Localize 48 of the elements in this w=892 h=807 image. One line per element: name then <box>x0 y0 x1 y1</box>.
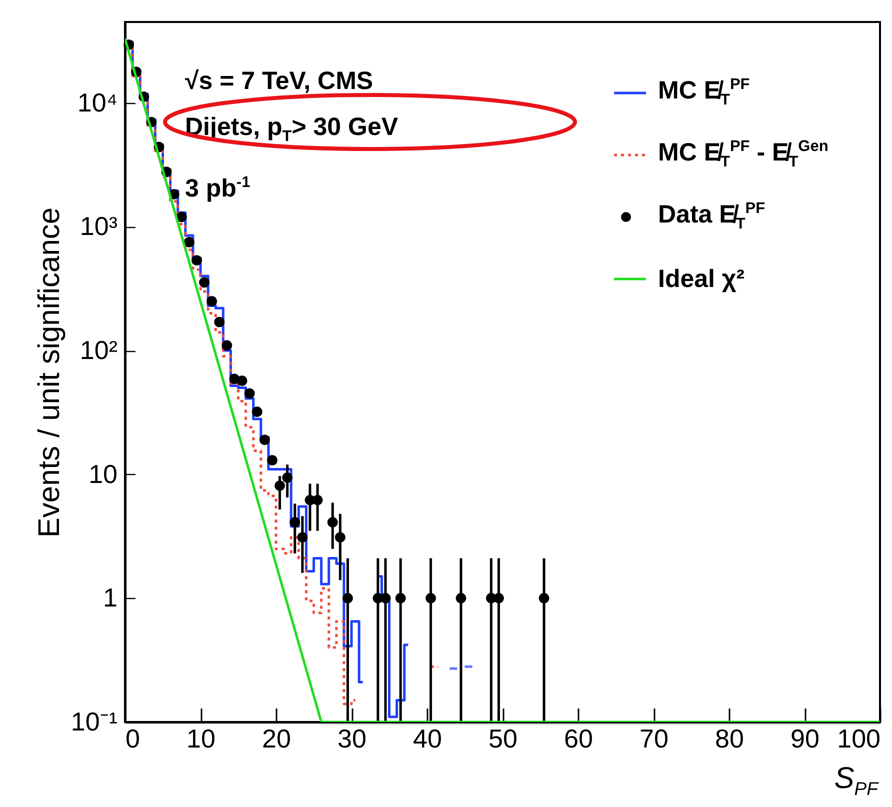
x-tick-label: 30 <box>338 724 366 754</box>
y-tick-label: 10³ <box>80 211 118 242</box>
legend-label: Ideal χ² <box>658 264 745 294</box>
point <box>538 592 550 604</box>
x-tick-label: 20 <box>262 724 291 754</box>
point <box>327 517 338 528</box>
annotation: Dijets, p$_{T}$> 30 GeV <box>185 112 398 147</box>
x-tick-label: 50 <box>488 724 518 754</box>
x-tick-label: 90 <box>790 724 820 754</box>
x-tick-label: 70 <box>640 724 668 754</box>
point <box>184 236 194 248</box>
point <box>297 532 308 543</box>
point <box>236 376 248 386</box>
annotation: 3 pb$^{-1}$ <box>185 173 252 204</box>
point <box>222 340 232 351</box>
x-axis-title: S$_{PF}$ <box>834 762 878 800</box>
x-tick-label: 40 <box>413 724 442 754</box>
point <box>380 592 391 604</box>
y-tick-label: 10² <box>80 335 118 366</box>
annotation: √s = 7 TeV, CMS <box>185 66 374 97</box>
x-tick-label: 10 <box>186 724 216 754</box>
point <box>252 406 262 418</box>
y-tick-label: 10 <box>88 458 118 489</box>
point <box>395 592 406 604</box>
point <box>290 517 300 528</box>
point <box>274 480 286 491</box>
point <box>426 592 436 604</box>
point <box>259 434 270 446</box>
point <box>456 592 466 604</box>
point <box>214 316 225 328</box>
point <box>191 255 202 266</box>
point <box>312 494 323 506</box>
y-tick-label: 10⁴ <box>77 87 118 118</box>
x-tick-label: 0 <box>126 724 140 754</box>
x-tick-label: 80 <box>715 724 744 754</box>
x-tick-label: 100 <box>837 724 880 754</box>
x-tick-label: 60 <box>564 724 593 754</box>
point <box>199 277 210 288</box>
point <box>206 296 218 306</box>
point <box>282 472 293 483</box>
point <box>266 455 278 466</box>
point <box>244 388 255 399</box>
y-axis-title: Events / unit significance <box>32 207 66 538</box>
y-tick-label: 10⁻¹ <box>70 706 118 736</box>
y-tick-label: 1 <box>103 582 118 613</box>
point <box>176 212 187 222</box>
point <box>342 592 353 604</box>
point <box>334 532 346 543</box>
